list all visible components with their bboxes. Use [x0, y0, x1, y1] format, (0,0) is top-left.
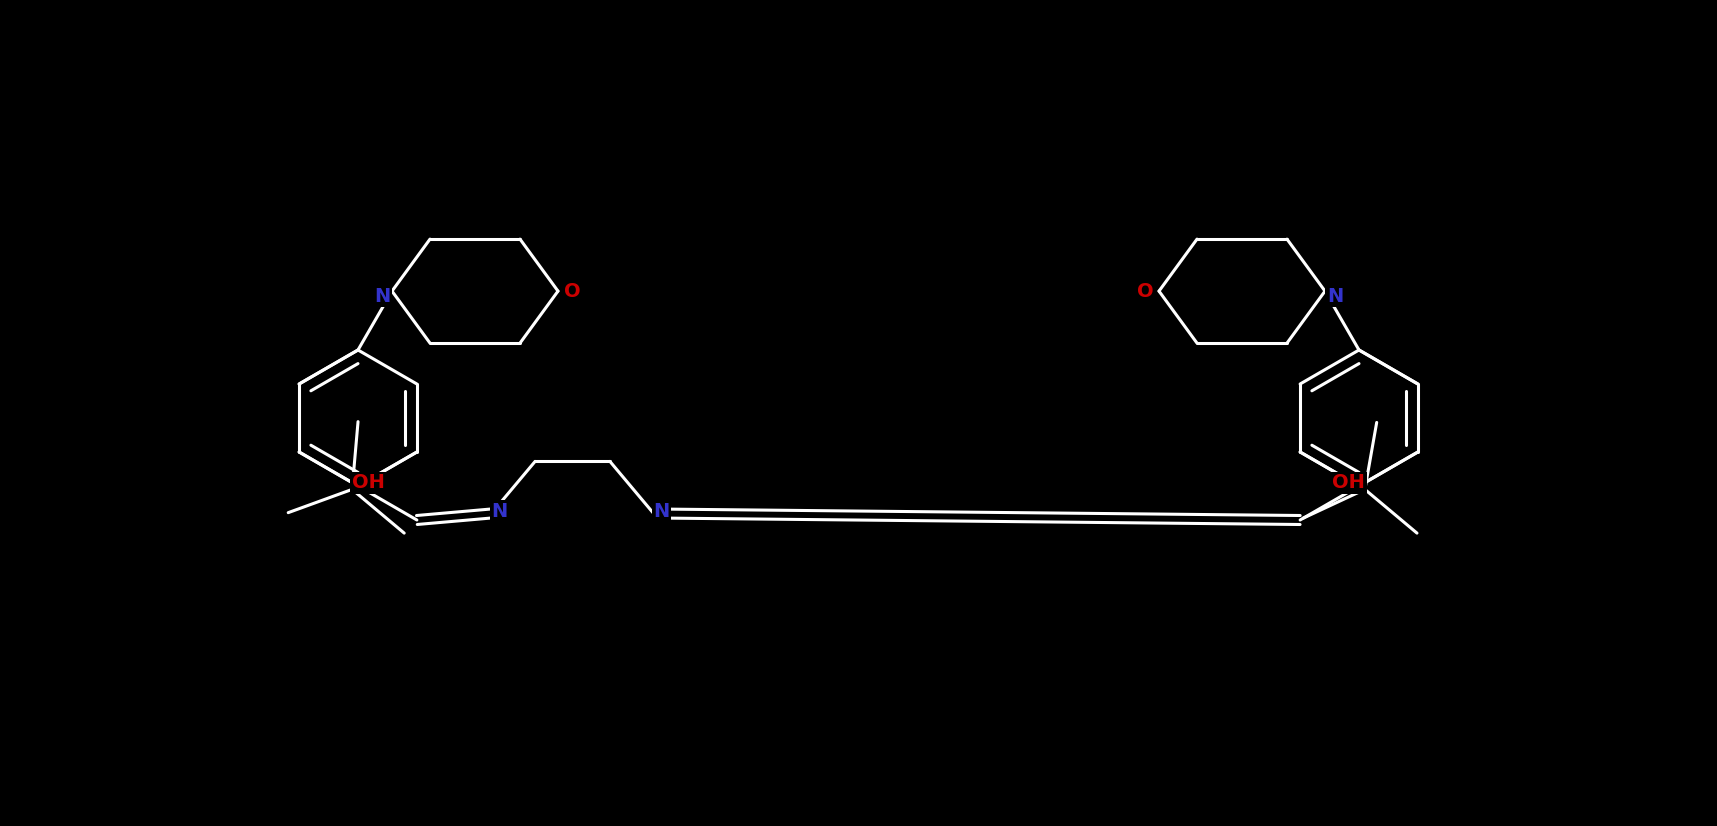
- Text: N: N: [491, 502, 508, 521]
- Text: N: N: [374, 287, 390, 306]
- Text: N: N: [1327, 287, 1343, 306]
- Text: OH: OH: [352, 473, 385, 492]
- Text: O: O: [563, 282, 580, 301]
- Text: OH: OH: [1332, 473, 1365, 492]
- Text: O: O: [1137, 282, 1154, 301]
- Text: N: N: [654, 502, 670, 521]
